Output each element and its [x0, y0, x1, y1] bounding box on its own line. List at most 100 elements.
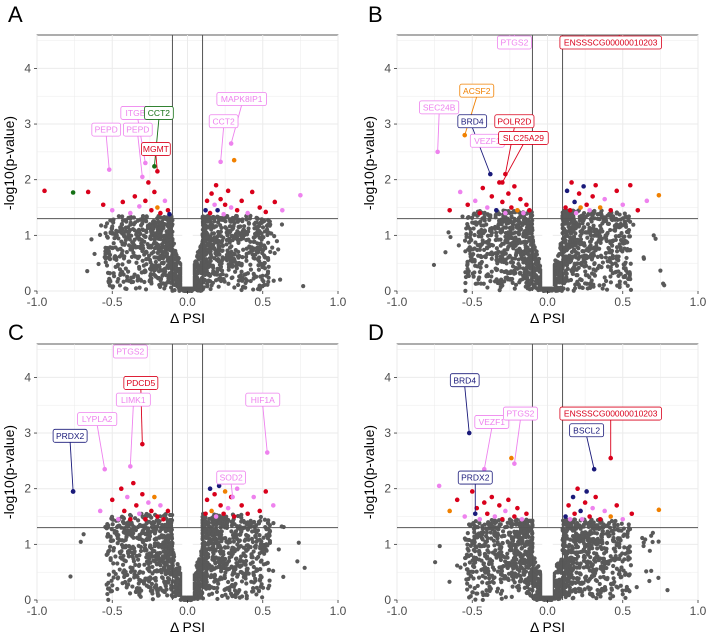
background-point	[165, 254, 170, 259]
background-point	[525, 275, 530, 280]
significant-point	[70, 190, 76, 195]
background-point	[138, 277, 143, 282]
background-point	[494, 233, 499, 239]
background-point	[570, 213, 575, 218]
significant-point	[494, 208, 499, 213]
background-point	[166, 224, 171, 229]
background-point	[137, 285, 142, 290]
background-point	[470, 247, 476, 252]
background-point	[262, 218, 267, 224]
background-point	[589, 252, 594, 257]
background-point	[591, 282, 596, 287]
significant-point	[221, 211, 226, 217]
background-point	[482, 210, 487, 215]
background-point	[243, 547, 249, 552]
background-point	[570, 224, 576, 229]
background-point	[246, 226, 251, 231]
significant-point	[225, 505, 231, 511]
background-point	[150, 548, 156, 554]
background-point	[571, 268, 576, 274]
significant-point	[521, 210, 526, 216]
background-point	[608, 227, 613, 233]
background-point	[617, 242, 622, 247]
background-point	[603, 278, 609, 284]
background-point	[498, 230, 504, 235]
background-point	[571, 219, 577, 224]
background-point	[231, 223, 236, 229]
background-point	[465, 261, 470, 267]
background-point	[641, 255, 646, 260]
significant-point	[272, 199, 278, 205]
background-point	[196, 266, 202, 271]
background-point	[148, 585, 153, 590]
significant-point	[218, 503, 223, 508]
background-point	[226, 281, 231, 286]
background-point	[493, 251, 498, 256]
background-point	[260, 595, 265, 600]
labeled-point	[500, 180, 505, 185]
significant-point	[635, 208, 641, 213]
significant-point	[509, 205, 514, 210]
background-point	[124, 582, 129, 587]
background-point	[522, 232, 527, 237]
background-point	[161, 540, 166, 545]
background-point	[136, 518, 141, 523]
background-point	[236, 278, 241, 283]
significant-point	[155, 514, 160, 519]
labeled-point	[264, 450, 270, 455]
background-point	[500, 241, 505, 246]
significant-point	[503, 210, 508, 216]
background-point	[253, 220, 258, 225]
background-point	[625, 283, 630, 288]
background-point	[254, 225, 259, 230]
background-point	[604, 287, 610, 292]
background-point	[567, 542, 572, 547]
background-point	[229, 565, 234, 570]
background-point	[229, 529, 234, 534]
background-point	[505, 270, 510, 275]
background-point	[522, 219, 527, 224]
background-point	[251, 239, 256, 244]
background-point	[608, 274, 613, 279]
background-point	[198, 244, 204, 249]
background-point	[143, 531, 148, 537]
significant-point	[85, 189, 91, 195]
significant-point	[149, 208, 154, 213]
background-point	[132, 272, 137, 277]
background-point	[165, 575, 171, 581]
labeled-point	[152, 164, 157, 169]
background-point	[137, 264, 142, 270]
gene-label-box	[144, 106, 174, 120]
background-point	[143, 228, 149, 233]
background-point	[107, 548, 112, 553]
background-points	[85, 213, 306, 294]
background-point	[493, 266, 498, 271]
background-point	[234, 260, 239, 265]
background-point	[169, 527, 174, 532]
background-point	[478, 281, 484, 286]
significant-point	[578, 205, 583, 210]
background-point	[507, 220, 512, 225]
significant-point	[263, 209, 269, 215]
background-point	[221, 549, 226, 554]
background-point	[270, 245, 275, 250]
background-point	[488, 251, 493, 257]
zero-gap	[542, 218, 553, 287]
background-point	[562, 256, 567, 261]
background-point	[658, 268, 663, 273]
background-point	[262, 517, 268, 522]
significant-point	[152, 189, 157, 195]
significant-point	[518, 196, 523, 202]
background-point	[146, 256, 151, 261]
significant-point	[207, 486, 213, 491]
background-point	[519, 252, 524, 258]
background-point	[248, 262, 253, 267]
background-point	[108, 589, 113, 594]
background-point	[503, 219, 508, 224]
background-point	[216, 277, 221, 282]
background-point	[494, 246, 499, 251]
significant-point	[597, 205, 603, 210]
background-point	[239, 563, 244, 568]
significant-point	[234, 208, 240, 213]
